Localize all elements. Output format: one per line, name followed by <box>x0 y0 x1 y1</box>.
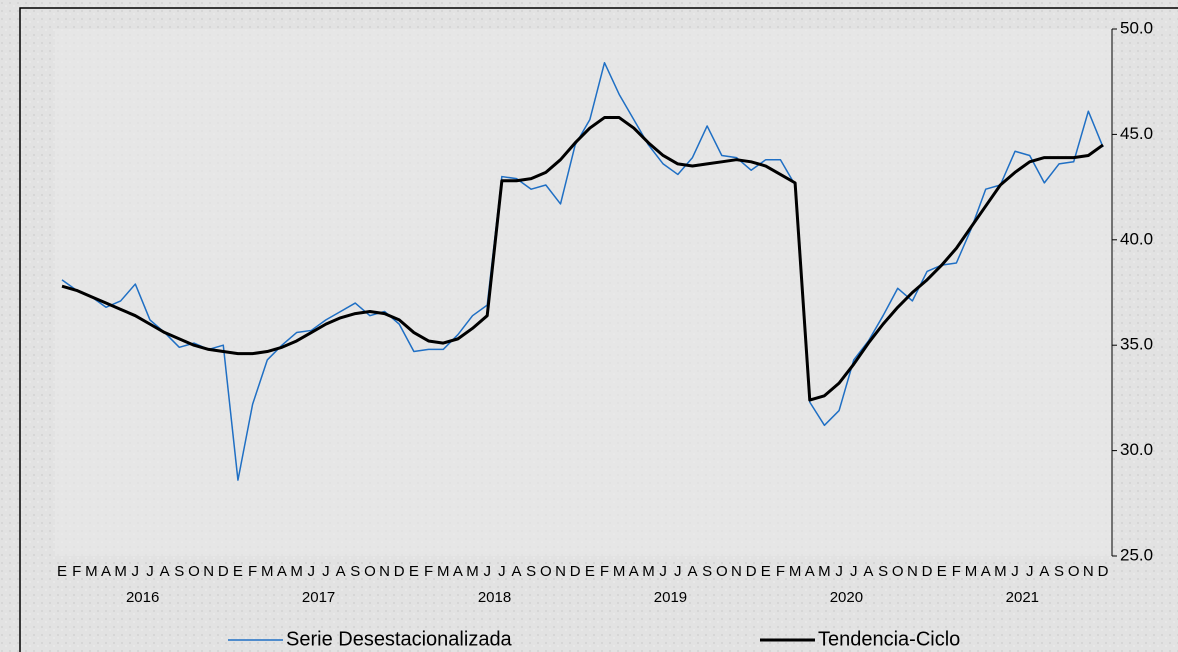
x-tick-label: E <box>585 563 595 580</box>
y-tick-label: 50.0 <box>1120 18 1153 37</box>
x-tick-label: O <box>188 563 200 580</box>
x-tick-label: J <box>146 563 154 580</box>
x-tick-label: A <box>512 563 522 580</box>
x-tick-label: O <box>1068 563 1080 580</box>
x-tick-label: A <box>160 563 170 580</box>
year-label: 2017 <box>302 589 335 606</box>
x-tick-label: F <box>72 563 81 580</box>
x-tick-label: O <box>892 563 904 580</box>
x-tick-label: M <box>261 563 274 580</box>
x-tick-label: N <box>731 563 742 580</box>
x-tick-label: F <box>952 563 961 580</box>
x-tick-label: N <box>907 563 918 580</box>
x-tick-label: A <box>453 563 463 580</box>
y-tick-label: 35.0 <box>1120 335 1153 354</box>
x-tick-label: E <box>409 563 419 580</box>
x-tick-label: A <box>629 563 639 580</box>
x-tick-label: J <box>483 563 491 580</box>
x-tick-label: O <box>364 563 376 580</box>
x-tick-label: D <box>394 563 405 580</box>
x-tick-label: D <box>218 563 229 580</box>
x-tick-label: M <box>789 563 802 580</box>
x-tick-label: A <box>1039 563 1049 580</box>
x-tick-label: M <box>85 563 98 580</box>
x-tick-label: S <box>1054 563 1064 580</box>
x-tick-label: D <box>1098 563 1109 580</box>
frame <box>19 7 1178 652</box>
year-label: 2016 <box>126 589 159 606</box>
y-tick-label: 40.0 <box>1120 229 1153 248</box>
legend-label: Tendencia-Ciclo <box>818 628 960 650</box>
x-tick-label: S <box>702 563 712 580</box>
year-label: 2021 <box>1006 589 1039 606</box>
year-label: 2018 <box>478 589 511 606</box>
x-tick-label: A <box>805 563 815 580</box>
x-tick-label: J <box>322 563 330 580</box>
x-tick-label: J <box>132 563 140 580</box>
legend-label: Serie Desestacionalizada <box>286 628 513 650</box>
x-tick-label: A <box>336 563 346 580</box>
x-tick-label: J <box>308 563 316 580</box>
series-line <box>61 61 1104 481</box>
y-tick-label: 45.0 <box>1120 124 1153 143</box>
x-tick-label: J <box>659 563 667 580</box>
x-tick-label: O <box>716 563 728 580</box>
x-tick-label: S <box>174 563 184 580</box>
x-tick-label: S <box>350 563 360 580</box>
x-tick-label: E <box>57 563 67 580</box>
x-tick-label: M <box>290 563 303 580</box>
x-tick-label: M <box>965 563 978 580</box>
x-tick-label: D <box>922 563 933 580</box>
x-tick-label: A <box>863 563 873 580</box>
x-tick-label: M <box>437 563 450 580</box>
x-tick-label: M <box>613 563 626 580</box>
x-tick-label: M <box>818 563 831 580</box>
y-tick-label: 25.0 <box>1120 545 1153 564</box>
x-tick-label: D <box>570 563 581 580</box>
x-tick-label: N <box>379 563 390 580</box>
x-tick-label: A <box>687 563 697 580</box>
x-tick-label: A <box>101 563 111 580</box>
year-label: 2019 <box>654 589 687 606</box>
x-tick-label: J <box>850 563 858 580</box>
x-tick-label: N <box>1083 563 1094 580</box>
x-tick-label: A <box>981 563 991 580</box>
year-label: 2020 <box>830 589 863 606</box>
x-tick-label: J <box>1026 563 1034 580</box>
x-tick-label: F <box>248 563 257 580</box>
x-tick-label: S <box>878 563 888 580</box>
x-tick-label: E <box>937 563 947 580</box>
x-tick-label: M <box>642 563 655 580</box>
x-tick-label: E <box>761 563 771 580</box>
x-tick-label: F <box>776 563 785 580</box>
x-tick-label: M <box>994 563 1007 580</box>
x-tick-label: F <box>600 563 609 580</box>
x-tick-label: S <box>526 563 536 580</box>
x-tick-label: N <box>203 563 214 580</box>
x-tick-label: N <box>555 563 566 580</box>
series-line <box>61 116 1104 402</box>
x-tick-label: E <box>233 563 243 580</box>
x-tick-label: F <box>424 563 433 580</box>
x-tick-label: D <box>746 563 757 580</box>
plot-area <box>55 29 1112 556</box>
x-tick-label: J <box>674 563 682 580</box>
x-tick-label: J <box>498 563 506 580</box>
x-tick-label: O <box>540 563 552 580</box>
x-tick-label: M <box>466 563 479 580</box>
x-tick-label: J <box>1011 563 1019 580</box>
x-tick-label: M <box>114 563 127 580</box>
x-tick-label: A <box>277 563 287 580</box>
y-tick-label: 30.0 <box>1120 440 1153 459</box>
x-tick-label: J <box>835 563 843 580</box>
